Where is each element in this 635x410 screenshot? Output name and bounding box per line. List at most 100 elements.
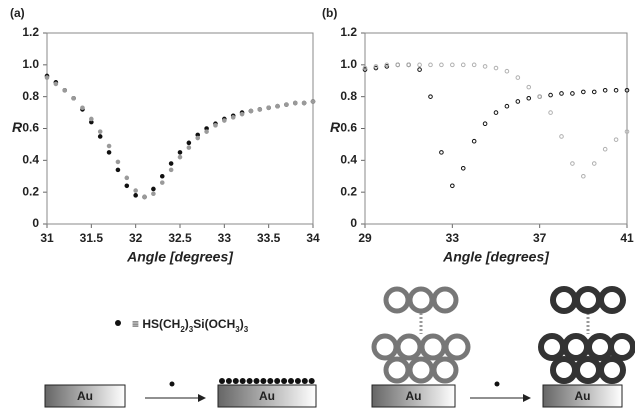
data-point (196, 136, 200, 140)
y-tick-label: 0.2 (22, 184, 39, 198)
data-point (302, 101, 306, 105)
substrate-label: Au (575, 389, 591, 403)
x-tick-label: 32.5 (168, 231, 192, 245)
x-tick-label: 31.5 (80, 231, 104, 245)
data-point (311, 100, 315, 104)
y-tick-label: 0.8 (22, 89, 39, 103)
x-tick-label: 33 (218, 231, 232, 245)
data-point (418, 68, 422, 72)
data-point (72, 96, 76, 100)
nanoparticle (410, 289, 432, 311)
y-axis-title: R (12, 119, 23, 135)
nanoparticle (434, 289, 456, 311)
data-point (560, 135, 564, 139)
data-point (152, 192, 156, 196)
data-point (451, 184, 455, 188)
arrowhead (198, 394, 206, 402)
y-tick-label: 0.6 (340, 121, 357, 135)
substrate-label: Au (77, 389, 93, 403)
nanoparticle (374, 336, 396, 358)
data-point (527, 85, 531, 89)
data-point (231, 116, 235, 120)
data-point (483, 65, 487, 69)
data-point (267, 106, 271, 110)
sam-molecule (247, 378, 253, 384)
diagram: ≡ HS(CH2)3Si(OCH3)3 (115, 313, 588, 402)
data-point (571, 92, 575, 96)
data-point (407, 63, 411, 67)
data-point (169, 162, 173, 166)
data-point (63, 89, 67, 93)
plot-frame (365, 33, 627, 224)
x-tick-label: 29 (358, 231, 372, 245)
data-point (440, 151, 444, 155)
nanoparticle (386, 289, 408, 311)
data-point (494, 111, 498, 115)
plot-frame (47, 33, 313, 224)
sam-molecule (254, 378, 260, 384)
formula-part: ≡ HS(CH (132, 317, 180, 331)
y-axis-title: R (330, 119, 341, 135)
data-point (152, 187, 156, 191)
nanoparticle (434, 359, 456, 381)
data-point (116, 160, 120, 164)
ligand-dot (115, 320, 121, 326)
figure: ≡ HS(CH2)3Si(OCH3)3 (a)00.20.40.60.81.01… (0, 0, 635, 410)
data-point (505, 104, 509, 108)
data-point (178, 155, 182, 159)
data-point (134, 194, 138, 198)
data-point (472, 139, 476, 143)
nanoparticle (422, 336, 444, 358)
data-point (614, 89, 618, 93)
data-point (549, 111, 553, 115)
sam-molecule (260, 378, 266, 384)
data-point (54, 82, 58, 86)
data-point (98, 135, 102, 139)
data-point (440, 63, 444, 67)
sam-molecule (267, 378, 273, 384)
data-point (90, 117, 94, 121)
sam-molecule (219, 378, 225, 384)
data-point (505, 69, 509, 73)
x-tick-label: 37 (533, 231, 547, 245)
data-point (451, 63, 455, 67)
data-point (396, 63, 400, 67)
data-point (116, 168, 120, 172)
data-point (483, 122, 487, 126)
x-tick-label: 31 (40, 231, 54, 245)
data-point (240, 112, 244, 116)
data-point (429, 95, 433, 99)
y-tick-label: 0.2 (340, 184, 357, 198)
x-axis-title: Angle [degrees] (442, 249, 550, 265)
x-tick-label: 32 (129, 231, 143, 245)
data-point (223, 119, 227, 123)
data-point (560, 92, 564, 96)
data-point (538, 95, 542, 99)
data-point (214, 124, 218, 128)
sam-molecule (288, 378, 294, 384)
data-point (293, 101, 297, 105)
data-point (160, 174, 164, 178)
sam-molecule (281, 378, 287, 384)
data-point (527, 96, 531, 100)
formula-part: 3 (244, 325, 249, 334)
sam-molecule (302, 378, 308, 384)
nanoparticle (446, 336, 468, 358)
arrowhead (523, 394, 531, 402)
data-point (187, 141, 191, 145)
data-point (461, 166, 465, 170)
sam-molecule (226, 378, 232, 384)
data-point (107, 151, 111, 155)
data-point (461, 63, 465, 67)
y-tick-label: 1.0 (22, 57, 39, 71)
data-point (178, 151, 182, 155)
y-tick-label: 1.0 (340, 57, 357, 71)
substrate-label: Au (259, 389, 275, 403)
data-point (187, 146, 191, 150)
data-point (571, 162, 575, 166)
data-point (603, 147, 607, 151)
ligand-dot (495, 382, 500, 387)
data-point (276, 104, 280, 108)
data-point (582, 174, 586, 178)
data-point (418, 63, 422, 67)
